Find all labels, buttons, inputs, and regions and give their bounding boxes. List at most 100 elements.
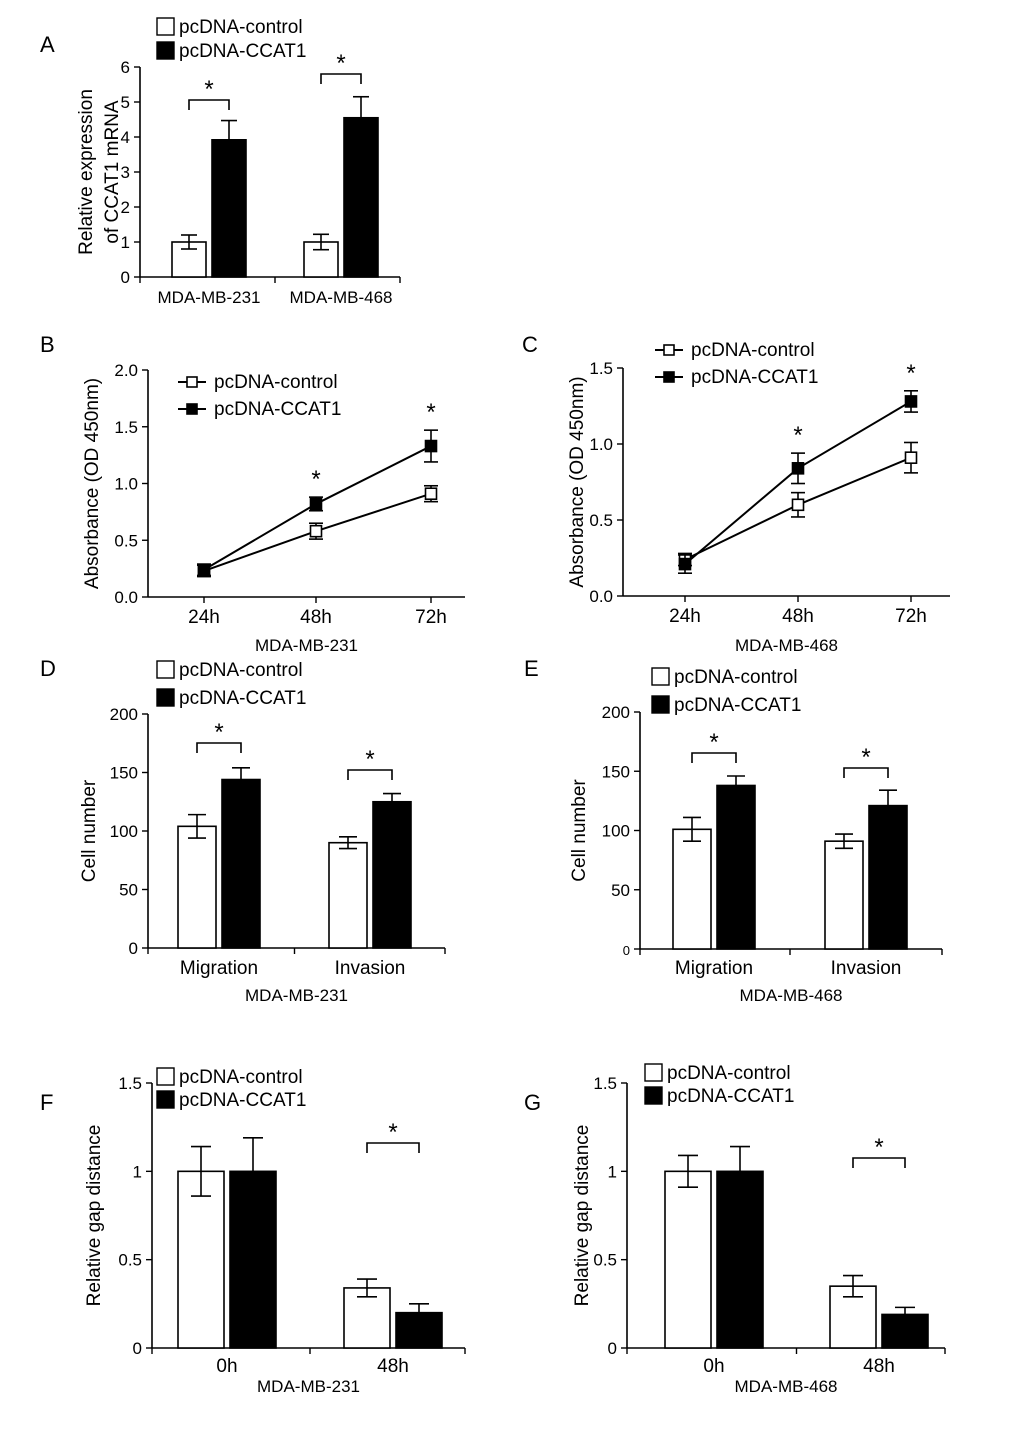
legend-swatch-control	[156, 660, 175, 679]
data-point-ccat1	[791, 462, 805, 475]
legend-swatch-ccat1	[644, 1086, 663, 1105]
y-tick-label: 1.5	[589, 359, 613, 378]
legend-label: pcDNA-CCAT1	[179, 688, 306, 709]
bar-control	[672, 828, 712, 950]
y-axis-title: Absorbance (OD 450nm)	[82, 378, 103, 589]
x-category-label: 72h	[415, 607, 447, 628]
y-tick-label: 1	[133, 1162, 142, 1181]
bar-control	[824, 840, 864, 950]
data-point-control	[424, 487, 438, 501]
x-category-label: Migration	[180, 958, 258, 979]
y-tick-label: 0	[129, 939, 138, 958]
x-category-label: 24h	[669, 606, 701, 627]
panel-letter: E	[524, 656, 539, 681]
y-axis-title: Absorbance (OD 450nm)	[567, 376, 588, 587]
panel-letter: D	[40, 656, 56, 681]
significance-bracket	[852, 1157, 906, 1168]
bar-ccat1	[211, 139, 247, 278]
significance-bracket	[347, 769, 393, 780]
y-tick-label: 0.0	[589, 587, 613, 606]
y-tick-label: 0.5	[589, 511, 613, 530]
y-tick-label: 1.5	[118, 1074, 142, 1093]
x-category-label: 48h	[300, 607, 332, 628]
legend-marker-ccat1	[186, 403, 198, 415]
y-tick-label: 1.0	[589, 435, 613, 454]
bar-control	[343, 1287, 391, 1349]
y-tick-label: 150	[110, 764, 138, 783]
legend-label: pcDNA-CCAT1	[674, 695, 801, 716]
x-category-label: MDA-MB-468	[290, 288, 393, 307]
significance-star: *	[709, 729, 718, 756]
data-point-ccat1	[309, 497, 323, 511]
legend-marker-control	[186, 376, 198, 388]
legend-label: pcDNA-control	[179, 1067, 303, 1088]
panel-d: D 0 50 100 150 200 Cell number pcDNA-control pcD…	[40, 656, 446, 1005]
bar-control	[177, 825, 217, 949]
x-axis-title: MDA-MB-468	[740, 986, 843, 1005]
data-point-control	[309, 524, 323, 538]
y-tick-label: 1.0	[114, 475, 138, 494]
bar-ccat1	[343, 116, 379, 278]
legend-marker-control	[663, 344, 675, 356]
bar-control	[177, 1170, 225, 1349]
significance-bracket	[320, 73, 362, 84]
significance-bracket	[188, 99, 230, 110]
legend-marker-ccat1	[663, 371, 675, 383]
data-point-ccat1	[424, 439, 438, 453]
legend-label: pcDNA-control	[179, 17, 303, 38]
data-point-ccat1	[197, 563, 211, 577]
y-tick-label: 1.5	[593, 1074, 617, 1093]
legend-swatch-control	[156, 17, 175, 36]
significance-star: *	[906, 360, 915, 387]
data-point-ccat1	[678, 557, 692, 571]
y-tick-label: 0.5	[118, 1251, 142, 1270]
y-tick-label: 100	[110, 822, 138, 841]
significance-star: *	[214, 719, 223, 746]
legend-swatch-ccat1	[156, 41, 175, 60]
y-axis-title: Relative expression	[76, 89, 97, 255]
y-tick-label: 50	[119, 881, 138, 900]
x-category-label: 24h	[188, 607, 220, 628]
y-axis-title: Relative gap distance	[84, 1125, 105, 1307]
significance-star: *	[336, 50, 345, 77]
x-category-label: 72h	[895, 606, 927, 627]
bar-ccat1	[716, 784, 756, 950]
y-tick-label: 200	[602, 703, 630, 722]
significance-star: *	[204, 76, 213, 103]
significance-star: *	[388, 1119, 397, 1146]
y-tick-label: 5	[121, 93, 130, 112]
y-axis-title: of CCAT1 mRNA	[102, 100, 123, 244]
legend-label: pcDNA-control	[667, 1063, 791, 1084]
panel-f: F 0 0.5 1 1.5 Relative gap distance pcDNA-cont…	[40, 1067, 466, 1396]
legend-swatch-ccat1	[156, 688, 175, 707]
y-tick-label: 2	[121, 198, 130, 217]
legend-label: pcDNA-CCAT1	[691, 367, 818, 388]
y-axis-title: Cell number	[569, 779, 590, 882]
y-tick-label: 1	[608, 1162, 617, 1181]
y-tick-label: 2.0	[114, 361, 138, 380]
significance-star: *	[874, 1134, 883, 1161]
y-tick-label: 100	[602, 822, 630, 841]
legend-label: pcDNA-control	[691, 340, 815, 361]
bar-ccat1	[881, 1313, 929, 1349]
data-point-control	[791, 498, 805, 512]
y-tick-label: 1	[121, 233, 130, 252]
y-tick-label: 4	[121, 128, 130, 147]
y-tick-label: 0	[623, 943, 630, 958]
bar-ccat1	[221, 778, 261, 949]
legend-swatch-control	[651, 667, 670, 686]
x-axis-title: MDA-MB-231	[255, 636, 358, 655]
x-axis-title: MDA-MB-468	[735, 1377, 838, 1396]
panel-letter: B	[40, 332, 55, 357]
bar-control	[664, 1170, 712, 1349]
bar-ccat1	[716, 1170, 764, 1349]
x-category-label: Invasion	[831, 958, 902, 979]
legend-label: pcDNA-control	[214, 372, 338, 393]
y-tick-label: 0	[133, 1339, 142, 1358]
significance-bracket	[691, 752, 737, 763]
y-tick-label: 0.5	[593, 1251, 617, 1270]
panel-e: E 0 50 100 150 200 Cell number pcDNA-control pcD…	[524, 656, 943, 1005]
bar-control	[328, 841, 368, 949]
